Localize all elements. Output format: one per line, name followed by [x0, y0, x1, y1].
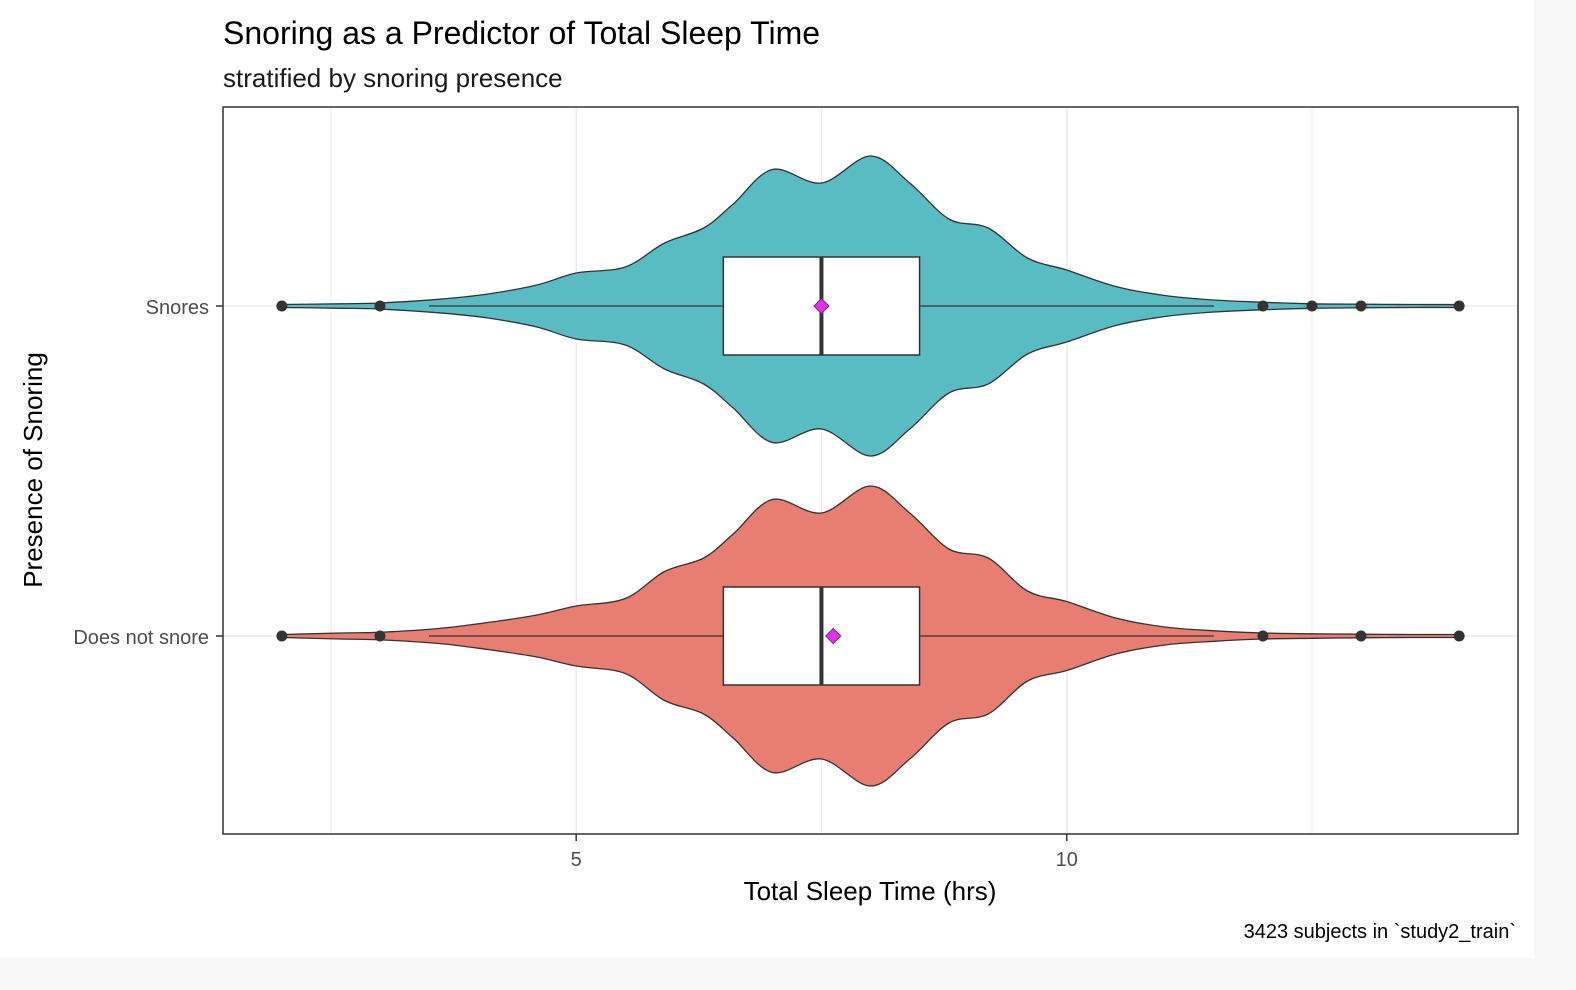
outlier-point [276, 300, 288, 312]
outlier-point [1257, 630, 1269, 642]
y-tick-label: Does not snore [73, 627, 209, 649]
x-axis-title: Total Sleep Time (hrs) [744, 876, 997, 906]
outlier-point [1306, 300, 1318, 312]
chart-figure: Snoring as a Predictor of Total Sleep Ti… [18, 15, 1519, 943]
chart-svg: Snoring as a Predictor of Total Sleep Ti… [18, 15, 1519, 943]
x-tick-label: 10 [1056, 849, 1078, 871]
outlier-point [1453, 630, 1465, 642]
outlier-point [1355, 630, 1367, 642]
mean-marker [825, 627, 842, 645]
boxplots [429, 256, 1214, 686]
chart-subtitle: stratified by snoring presence [223, 63, 563, 93]
x-axis-ticks: 5 10 [571, 834, 1078, 871]
outlier-point [374, 300, 386, 312]
outlier-point [276, 630, 288, 642]
points [276, 297, 1465, 645]
y-tick-label: Snores [146, 297, 209, 319]
outlier-point [1453, 300, 1465, 312]
chart-caption: 3423 subjects in `study2_train` [1244, 921, 1516, 943]
outlier-point [1257, 300, 1269, 312]
violins [281, 155, 1460, 787]
outlier-point [374, 630, 386, 642]
mean-marker [813, 297, 830, 315]
outlier-point [1355, 300, 1367, 312]
y-axis-title: Presence of Snoring [18, 352, 48, 588]
panel-border [222, 106, 1519, 835]
y-axis-ticks: Snores Does not snore [73, 297, 223, 649]
chart-title: Snoring as a Predictor of Total Sleep Ti… [223, 15, 820, 51]
x-tick-label: 5 [571, 849, 582, 871]
